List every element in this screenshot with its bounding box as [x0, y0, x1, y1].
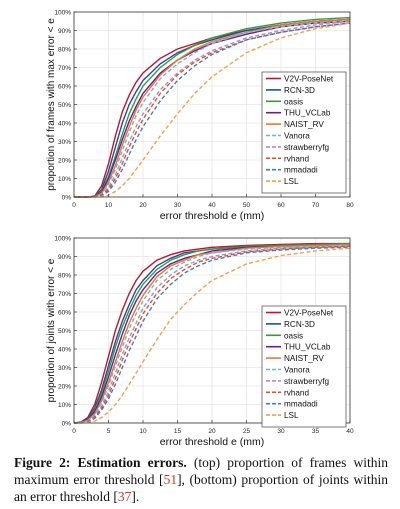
x-tick-label: 15 [174, 428, 182, 435]
y-tick-label: 40% [58, 120, 71, 127]
series-lines [73, 242, 351, 424]
series-line-6 [73, 244, 351, 424]
y-tick-label: 100% [54, 9, 71, 16]
series-line-10 [74, 247, 351, 424]
legend-label-6: Vanora [284, 366, 310, 375]
x-tick-label: 35 [312, 428, 320, 435]
y-tick-label: 100% [54, 235, 71, 242]
y-tick-label: 50% [58, 102, 71, 109]
caption-label: Figure 2: [14, 455, 71, 470]
legend-box [261, 71, 347, 194]
legend-label-1: V2V-PoseNet [284, 309, 334, 318]
caption-text-2: ], (bottom) proportion of joints within … [14, 472, 388, 504]
x-tick-label: 70 [312, 202, 320, 209]
series-line-2 [74, 18, 351, 198]
legend-box [261, 305, 347, 428]
legend-label-1: V2V-PoseNet [284, 75, 334, 84]
legend-label-4: THU_VCLab [284, 343, 331, 352]
x-tick-label: 10 [105, 202, 113, 209]
legend-label-10: LSL [284, 411, 299, 420]
legend-label-7: strawberryfg [284, 143, 329, 152]
series-line-10 [74, 22, 351, 198]
legend: V2V-PoseNet RCN-3D oasis THU_VCLab NAIST_RV V… [261, 305, 347, 428]
y-tick-label: 60% [58, 83, 71, 90]
legend-label-8: rvhand [284, 388, 309, 397]
legend-label-3: oasis [284, 97, 303, 106]
legend-label-10: LSL [284, 177, 299, 186]
y-tick-label: 50% [58, 328, 71, 335]
y-axis-label: proportion of frames with max error < e [46, 18, 57, 191]
x-tick-label: 30 [174, 202, 182, 209]
legend-label-8: rvhand [284, 154, 309, 163]
x-tick-label: 40 [346, 428, 354, 435]
chart-bottom: 0 5 10 15 20 25 30 35 40 0% 10% 20% 30% 40% 50% 60% 70% 8… [46, 235, 354, 448]
y-tick-label: 80% [58, 46, 71, 53]
legend-label-7: strawberryfg [284, 377, 329, 386]
x-tick-label: 60 [277, 202, 285, 209]
legend-label-5: NAIST_RV [284, 120, 324, 129]
series-lines [74, 16, 351, 198]
y-axis-label: proportion of joints with error < e [46, 258, 57, 402]
y-tick-label: 70% [58, 291, 71, 298]
y-tick-label: 40% [58, 346, 71, 353]
legend-label-4: THU_VCLab [284, 109, 331, 118]
chart-top: 0 10 20 30 40 50 60 70 80 0% 10% 20% 30% 40% 50% 60% 70%… [46, 9, 354, 222]
x-axis-label: error threshold e (mm) [160, 436, 264, 448]
caption-bold-text: Estimation errors. [77, 455, 187, 470]
x-tick-label: 20 [139, 202, 147, 209]
x-tick-label: 0 [72, 428, 76, 435]
series-line-4 [73, 243, 351, 424]
x-tick-label: 5 [107, 428, 111, 435]
x-axis-label: error threshold e (mm) [160, 210, 264, 222]
y-tick-label: 20% [58, 383, 71, 390]
y-tick-label: 30% [58, 365, 71, 372]
y-tick-label: 90% [58, 28, 71, 35]
series-line-1 [73, 242, 350, 424]
x-tick-label: 10 [139, 428, 147, 435]
y-tick-label: 0% [62, 420, 72, 427]
legend-label-2: RCN-3D [284, 320, 315, 329]
caption-ref-1[interactable]: 51 [163, 472, 178, 487]
x-tick-label: 30 [277, 428, 285, 435]
legend-label-9: mmadadi [284, 400, 318, 409]
caption-text-1: (top) proportion of frames within maximu… [14, 455, 389, 487]
y-tick-label: 10% [58, 402, 71, 409]
series-line-7 [73, 245, 351, 424]
x-tick-label: 50 [243, 202, 251, 209]
series-line-9 [74, 22, 351, 198]
x-tick-label: 80 [346, 202, 354, 209]
y-tick-label: 60% [58, 309, 71, 316]
caption-text-3: ]. [131, 489, 140, 504]
series-line-3 [74, 16, 351, 198]
y-tick-label: 0% [62, 194, 72, 201]
x-tick-label: 40 [208, 202, 216, 209]
series-line-9 [73, 246, 351, 424]
series-line-8 [73, 245, 351, 424]
legend-label-6: Vanora [284, 132, 310, 141]
x-tick-label: 0 [72, 202, 76, 209]
y-tick-label: 30% [58, 139, 71, 146]
y-tick-label: 20% [58, 157, 71, 164]
y-tick-label: 10% [58, 176, 71, 183]
series-line-3 [73, 242, 351, 424]
legend-label-3: oasis [284, 331, 303, 340]
x-tick-label: 25 [243, 428, 251, 435]
y-tick-label: 80% [58, 272, 71, 279]
figure-caption: Figure 2: Estimation errors. (top) propo… [14, 454, 388, 505]
y-tick-label: 90% [58, 254, 71, 261]
legend-label-9: mmadadi [284, 166, 318, 175]
y-tick-label: 70% [58, 65, 71, 72]
caption-ref-2[interactable]: 37 [117, 489, 132, 504]
legend-label-2: RCN-3D [284, 86, 315, 95]
legend: V2V-PoseNet RCN-3D oasis THU_VCLab NAIST_RV V… [261, 71, 347, 194]
legend-label-5: NAIST_RV [284, 354, 324, 363]
x-tick-label: 20 [208, 428, 216, 435]
